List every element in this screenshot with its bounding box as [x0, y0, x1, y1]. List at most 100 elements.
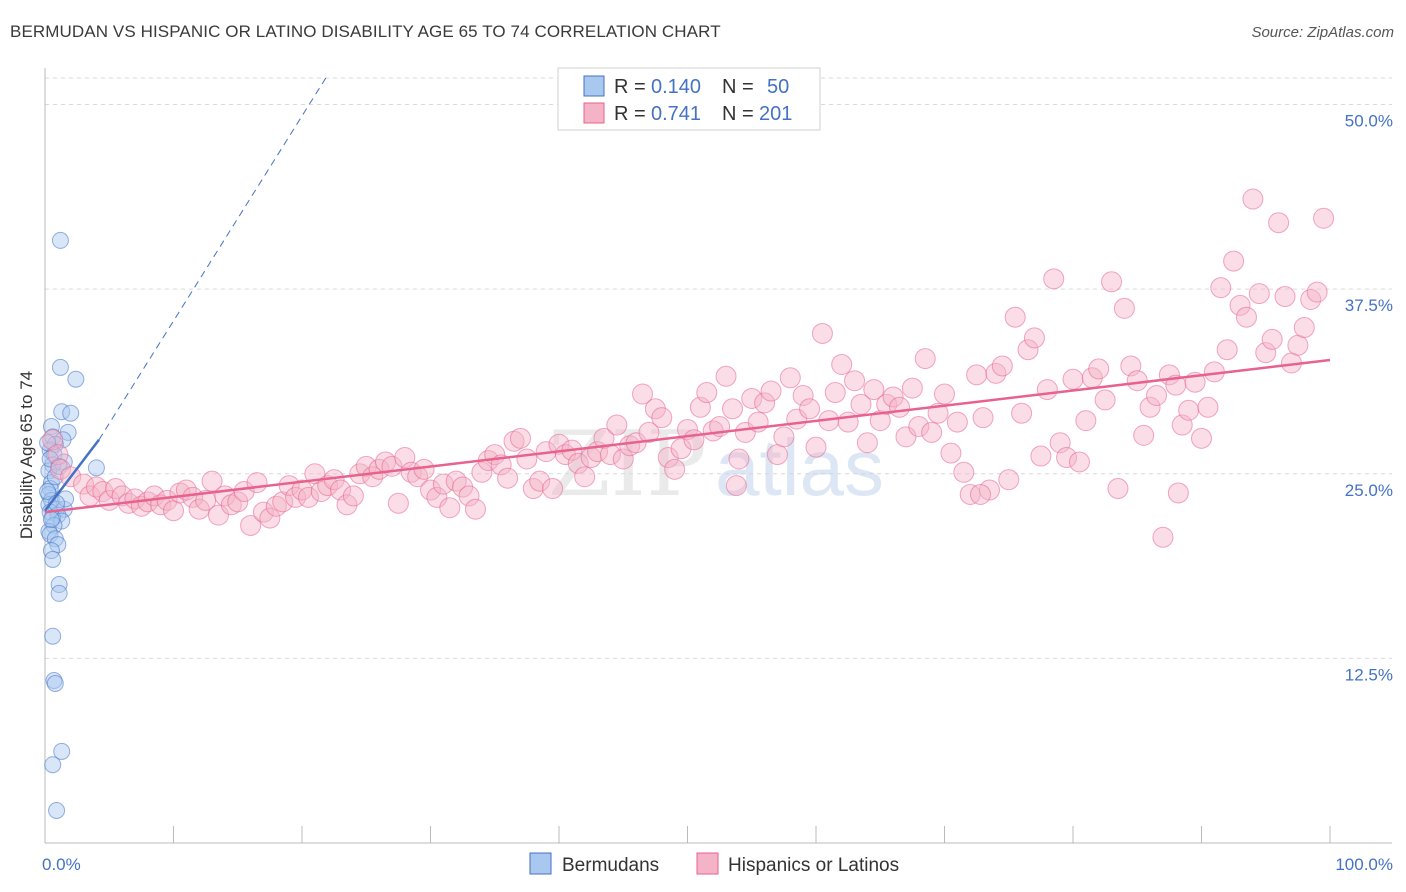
hispanic-point: [741, 387, 763, 409]
hispanic-point: [1094, 389, 1116, 411]
hispanic-point: [1133, 424, 1155, 446]
legend-n-value: 50: [767, 76, 789, 98]
hispanic-point: [529, 470, 551, 492]
hispanic-point: [1274, 286, 1296, 308]
hispanic-point: [1068, 451, 1090, 473]
hispanic-point: [908, 416, 930, 438]
hispanic-point: [593, 427, 615, 449]
hispanic-point: [754, 392, 776, 414]
hispanic-point: [728, 448, 750, 470]
hispanic-point: [1107, 478, 1129, 500]
hispanic-point: [1146, 384, 1168, 406]
hispanic-point: [1313, 207, 1335, 229]
hispanic-point: [1036, 379, 1058, 401]
hispanic-point: [1235, 306, 1257, 328]
trend-lines: [44, 74, 1331, 514]
hispanic-point: [542, 478, 564, 500]
hispanic-point: [1223, 250, 1245, 272]
x-tick-label: 100.0%: [1335, 855, 1393, 874]
hispanic-point: [683, 429, 705, 451]
source-credit: Source: ZipAtlas.com: [1251, 24, 1394, 41]
hispanic-point: [824, 382, 846, 404]
hispanic-point: [882, 386, 904, 408]
hispanic-point: [1043, 268, 1065, 290]
hispanic-point: [1030, 445, 1052, 467]
bermudan-point: [67, 370, 85, 388]
hispanic-point: [889, 396, 911, 418]
hispanic-point: [1113, 297, 1135, 319]
hispanic-point: [156, 489, 178, 511]
hispanic-point: [670, 438, 692, 460]
hispanic-point: [574, 466, 596, 488]
x-tick-label: 0.0%: [42, 855, 81, 874]
hispanic-point: [163, 500, 184, 522]
hispanic-point: [953, 461, 975, 483]
hispanic-point: [252, 501, 274, 523]
bermudan-point: [62, 404, 80, 422]
legend-r-label: R =: [614, 76, 646, 98]
hispanic-point: [182, 486, 204, 508]
hispanic-point: [233, 480, 255, 502]
hispanic-point: [664, 458, 686, 480]
y-axis-label: Disability Age 65 to 74: [17, 371, 36, 539]
hispanic-point: [606, 414, 628, 436]
hispanic-point: [259, 507, 281, 529]
bermudan-point: [53, 403, 71, 421]
hispanic-point: [1197, 396, 1219, 418]
hispanic-point: [844, 370, 866, 392]
hispanic-point: [548, 433, 570, 455]
legend-n-value: 201: [759, 103, 792, 125]
bermudan-point: [44, 627, 62, 645]
hispanic-point: [497, 467, 519, 489]
watermark: ZIP atlas: [548, 412, 884, 517]
legend-r-value: 0.140: [651, 76, 701, 98]
y-tick-label: 50.0%: [1345, 112, 1393, 131]
hispanic-point: [792, 384, 814, 406]
hispanic-point: [1306, 281, 1328, 303]
bottom-legend-swatch-hispanics: [696, 852, 719, 875]
hispanic-point: [1126, 370, 1148, 392]
hispanic-point: [1242, 188, 1264, 210]
hispanic-point: [651, 407, 673, 429]
hispanic-point: [1023, 327, 1045, 349]
bermudan-point: [51, 231, 69, 249]
bottom-legend-hispanics: Hispanics or Latinos: [728, 855, 899, 876]
grid-lines: [45, 77, 1392, 659]
y-tick-label: 25.0%: [1345, 481, 1393, 500]
bermudan-point: [51, 358, 69, 376]
bermudan-point: [87, 459, 105, 477]
hispanic-point: [966, 364, 988, 386]
hispanic-point: [1088, 358, 1110, 380]
hispanic-point: [632, 383, 654, 405]
hispanic-point: [869, 410, 891, 432]
chart-title: BERMUDAN VS HISPANIC OR LATINO DISABILIT…: [10, 22, 721, 41]
y-tick-labels: 12.5% 25.0% 37.5% 50.0%: [1345, 112, 1393, 685]
y-tick-label: 37.5%: [1345, 296, 1393, 315]
hispanic-point: [612, 448, 634, 470]
hispanic-point: [464, 498, 486, 520]
hispanic-point: [342, 485, 364, 507]
hispanic-point: [940, 442, 962, 464]
legend-r-label: R =: [614, 103, 646, 125]
legend-swatch-bermudans: [583, 75, 605, 97]
hispanic-point: [426, 486, 448, 508]
hispanic-point: [725, 475, 747, 497]
hispanic-point: [1191, 427, 1212, 449]
hispanic-trend-line: [44, 358, 1331, 514]
hispanic-point: [445, 470, 467, 492]
hispanic-point: [805, 436, 827, 458]
hispanic-point: [471, 461, 493, 483]
hispanic-point: [638, 421, 660, 443]
bermudan-point: [50, 576, 68, 594]
hispanic-point: [1017, 339, 1039, 361]
hispanic-point: [998, 469, 1020, 491]
hispanic-point: [811, 322, 833, 344]
hispanic-point: [773, 426, 795, 448]
watermark-zip: ZIP: [548, 412, 707, 517]
hispanic-point: [1011, 402, 1033, 424]
hispanic-point: [934, 383, 955, 405]
bermudan-point: [44, 550, 62, 568]
hispanic-point: [991, 355, 1013, 377]
bermudan-point: [48, 802, 66, 820]
hispanic-point: [914, 348, 936, 370]
